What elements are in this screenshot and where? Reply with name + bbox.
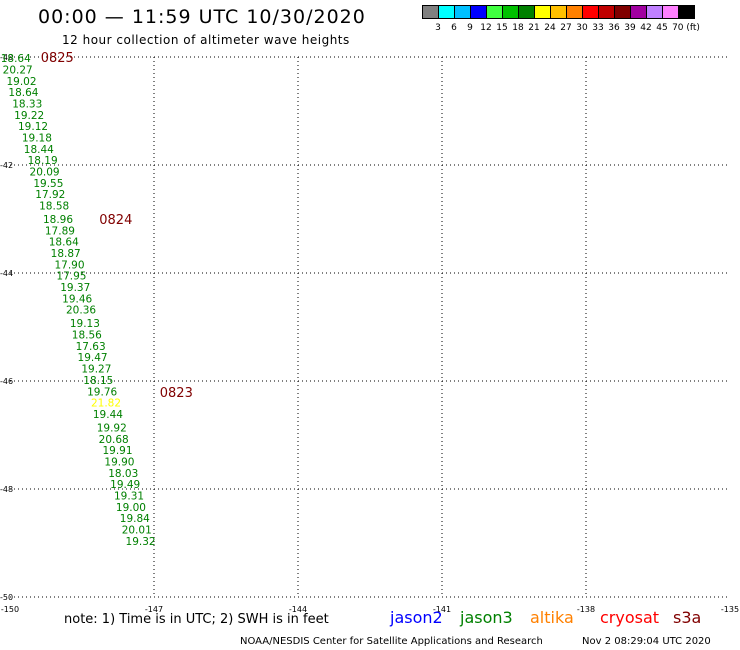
wave-height-label: 17.95 [56,271,86,283]
color-scale-labels: 3 6 9 12 15 18 21 24 27 30 33 36 39 42 45 70 (ft) [422,23,740,35]
x-tick-label: -141 [433,605,451,614]
wave-height-label: 18.03 [108,468,138,480]
legend-altika: altika [530,608,574,627]
wave-height-label: 18.44 [24,144,54,156]
wave-height-label: 20.68 [99,434,129,446]
wave-height-label: 20.01 [122,525,152,537]
color-scale-label: 42 [640,23,652,33]
chart-title: 00:00 — 11:59 UTC 10/30/2020 [38,6,366,28]
credit-line: NOAA/NESDIS Center for Satellite Applica… [240,636,543,647]
y-tick-label: -44 [0,269,13,278]
wave-height-label: 19.12 [18,121,48,133]
wave-height-label: 18.58 [39,201,69,213]
legend-s3a: s3a [673,608,702,627]
color-scale-label: 6 [451,23,457,33]
generated-timestamp: Nov 2 08:29:04 UTC 2020 [582,636,711,647]
x-tick-label: -150 [1,605,19,614]
x-tick-label: -135 [721,605,739,614]
color-scale-label: 21 [528,23,540,33]
wave-height-label: 19.18 [22,132,52,144]
wave-height-label: 20.27 [3,64,33,76]
color-scale-label: 9 [467,23,473,33]
color-scale-label: 18 [512,23,524,33]
wave-height-label: 19.00 [116,502,146,514]
wave-height-label: 19.91 [102,445,132,457]
color-scale-label: 39 [624,23,636,33]
wave-height-label: 18.56 [72,330,102,342]
wave-height-label: 21.82 [91,398,121,410]
wave-height-label: 18.19 [28,155,58,167]
color-scale-label: 36 [608,23,620,33]
color-swatches [422,5,695,19]
wave-height-label: 19.32 [126,536,156,548]
y-tick-label: -48 [0,485,13,494]
wave-height-label: 19.55 [33,178,63,190]
wave-height-label: 19.46 [62,293,92,305]
wave-height-label: 19.90 [104,456,134,468]
wave-height-label: 17.92 [35,189,65,201]
wave-height-label: 17.90 [54,259,84,271]
color-scale-label: 27 [560,23,572,33]
wave-height-label: 18.64 [8,87,38,99]
color-swatch [678,5,695,19]
color-scale-label: 3 [435,23,441,33]
wave-height-label: 18.64 [1,53,31,65]
wave-height-label: 18.87 [51,248,81,260]
wave-height-label: 19.49 [110,479,140,491]
color-scale-label: 45 [656,23,668,33]
wave-height-label: 18.96 [43,214,73,226]
wave-height-label: 19.22 [14,110,44,122]
wave-height-label: 19.84 [120,513,150,525]
color-scale-label: 70 (ft) [672,23,700,33]
units-note: note: 1) Time is in UTC; 2) SWH is in fe… [64,612,329,627]
wave-height-label: 17.89 [45,225,75,237]
wave-height-label: 19.02 [6,76,36,88]
color-scale-label: 33 [592,23,604,33]
wave-height-label: 18.33 [12,98,42,110]
color-scale-label: 30 [576,23,588,33]
wave-height-label: 20.36 [66,305,96,317]
color-scale-label: 24 [544,23,556,33]
color-scale-bar: 3 6 9 12 15 18 21 24 27 30 33 36 39 42 45 70 (ft) [422,5,700,33]
wave-height-label: 19.76 [87,386,117,398]
pass-date-label: 0824 [99,213,132,228]
chart-subtitle: 12 hour collection of altimeter wave hei… [62,33,350,47]
wave-height-label: 19.31 [114,490,144,502]
wave-height-label: 19.47 [78,352,108,364]
wave-height-label: 18.15 [83,375,113,387]
y-tick-label: -46 [0,377,13,386]
wave-height-label: 19.37 [60,282,90,294]
y-tick-label: -50 [0,593,13,602]
y-tick-label: -40 [0,53,13,62]
wave-height-label: 17.63 [76,341,106,353]
pass-date-label: 0823 [160,386,193,401]
y-tick-label: -42 [0,161,13,170]
x-tick-label: -144 [289,605,307,614]
pass-date-label: 0825 [41,51,74,66]
wave-height-label: 19.92 [97,422,127,434]
legend-cryosat: cryosat [600,608,660,627]
wave-height-label: 20.09 [30,166,60,178]
x-tick-label: -138 [577,605,595,614]
wave-height-label: 18.64 [49,237,79,249]
color-scale-label: 15 [496,23,508,33]
wave-height-label: 19.27 [81,364,111,376]
legend-jason3: jason3 [460,608,513,627]
legend-jason2: jason2 [390,608,443,627]
wave-height-label: 19.44 [93,409,123,421]
wave-height-label: 19.13 [70,318,100,330]
color-scale-label: 12 [480,23,492,33]
x-tick-label: -147 [145,605,163,614]
